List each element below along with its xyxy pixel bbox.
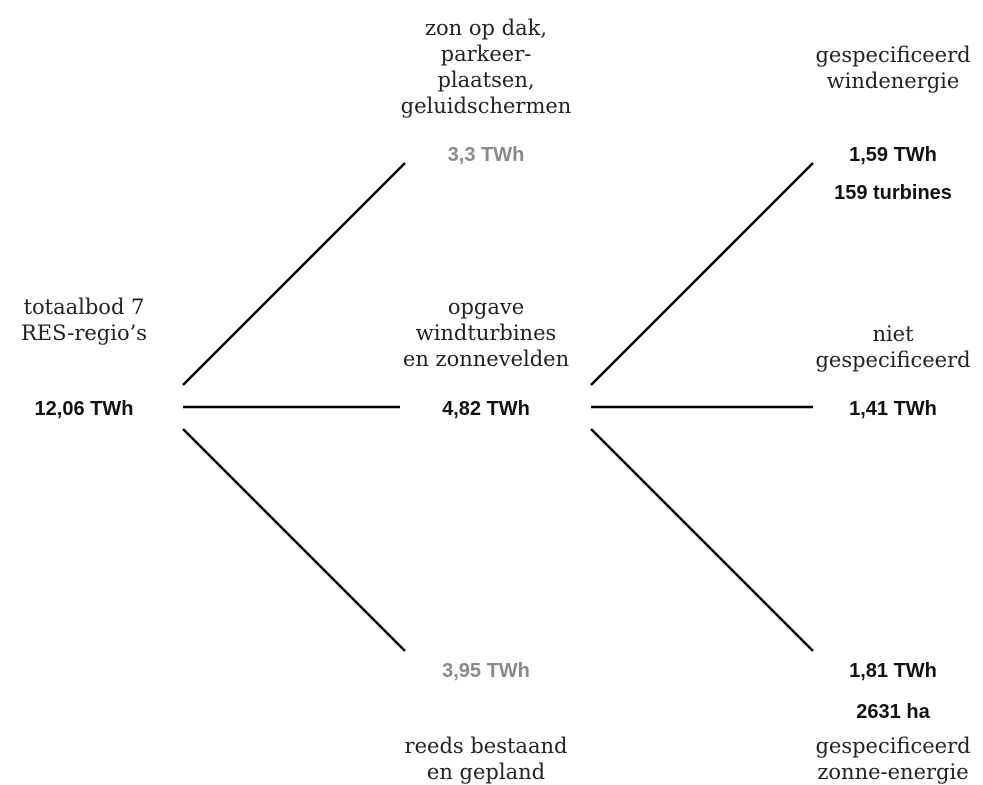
right-top-label-line-2: windenergie bbox=[826, 69, 960, 93]
right-bottom-label-line-2: zonne-energie bbox=[817, 760, 969, 784]
root-label-line-1: totaalbod 7 bbox=[23, 295, 145, 319]
connector-center-to-wind bbox=[590, 162, 814, 386]
middle-top-label: zon op dak, parkeer- plaatsen, geluidsch… bbox=[401, 15, 572, 119]
middle-top-label-line-4: geluidschermen bbox=[400, 94, 572, 118]
middle-center-label: opgave windturbines en zonnevelden bbox=[403, 294, 569, 372]
right-top-label: gespecificeerd windenergie bbox=[815, 42, 970, 94]
middle-center-value: 4,82 TWh bbox=[442, 398, 530, 420]
connector-root-to-bottom bbox=[182, 428, 406, 652]
right-center-label: niet gespecificeerd bbox=[815, 321, 970, 373]
right-top-label-line-1: gespecificeerd bbox=[815, 43, 971, 67]
middle-bottom-label: reeds bestaand en gepland bbox=[405, 733, 568, 785]
middle-top-label-line-1: zon op dak, bbox=[424, 16, 548, 40]
right-top-detail: 159 turbines bbox=[834, 182, 952, 204]
middle-center-label-line-2: windturbines bbox=[415, 321, 557, 345]
middle-bottom-label-line-2: en gepland bbox=[426, 760, 546, 784]
right-bottom-label-line-1: gespecificeerd bbox=[815, 734, 971, 758]
right-center-label-line-2: gespecificeerd bbox=[815, 348, 971, 372]
connector-center-to-solar bbox=[590, 428, 814, 652]
middle-top-label-line-2: parkeer- bbox=[440, 42, 532, 66]
root-label-line-2: RES-regio’s bbox=[20, 321, 148, 345]
right-bottom-detail: 2631 ha bbox=[856, 701, 930, 723]
right-center-value: 1,41 TWh bbox=[849, 398, 937, 420]
middle-bottom-label-line-1: reeds bestaand bbox=[404, 734, 568, 758]
right-bottom-value: 1,81 TWh bbox=[849, 660, 937, 682]
middle-top-label-line-3: plaatsen, bbox=[437, 68, 535, 92]
middle-center-label-line-1: opgave bbox=[447, 295, 525, 319]
middle-bottom-value: 3,95 TWh bbox=[442, 660, 530, 682]
right-center-label-line-1: niet bbox=[872, 322, 914, 346]
root-value: 12,06 TWh bbox=[34, 398, 134, 420]
middle-top-value: 3,3 TWh bbox=[447, 144, 525, 166]
connector-root-to-top bbox=[182, 162, 406, 386]
root-label: totaalbod 7 RES-regio’s bbox=[21, 294, 147, 346]
right-top-value: 1,59 TWh bbox=[849, 144, 937, 166]
middle-center-label-line-3: en zonnevelden bbox=[402, 347, 570, 371]
right-bottom-label: gespecificeerd zonne-energie bbox=[815, 733, 970, 785]
